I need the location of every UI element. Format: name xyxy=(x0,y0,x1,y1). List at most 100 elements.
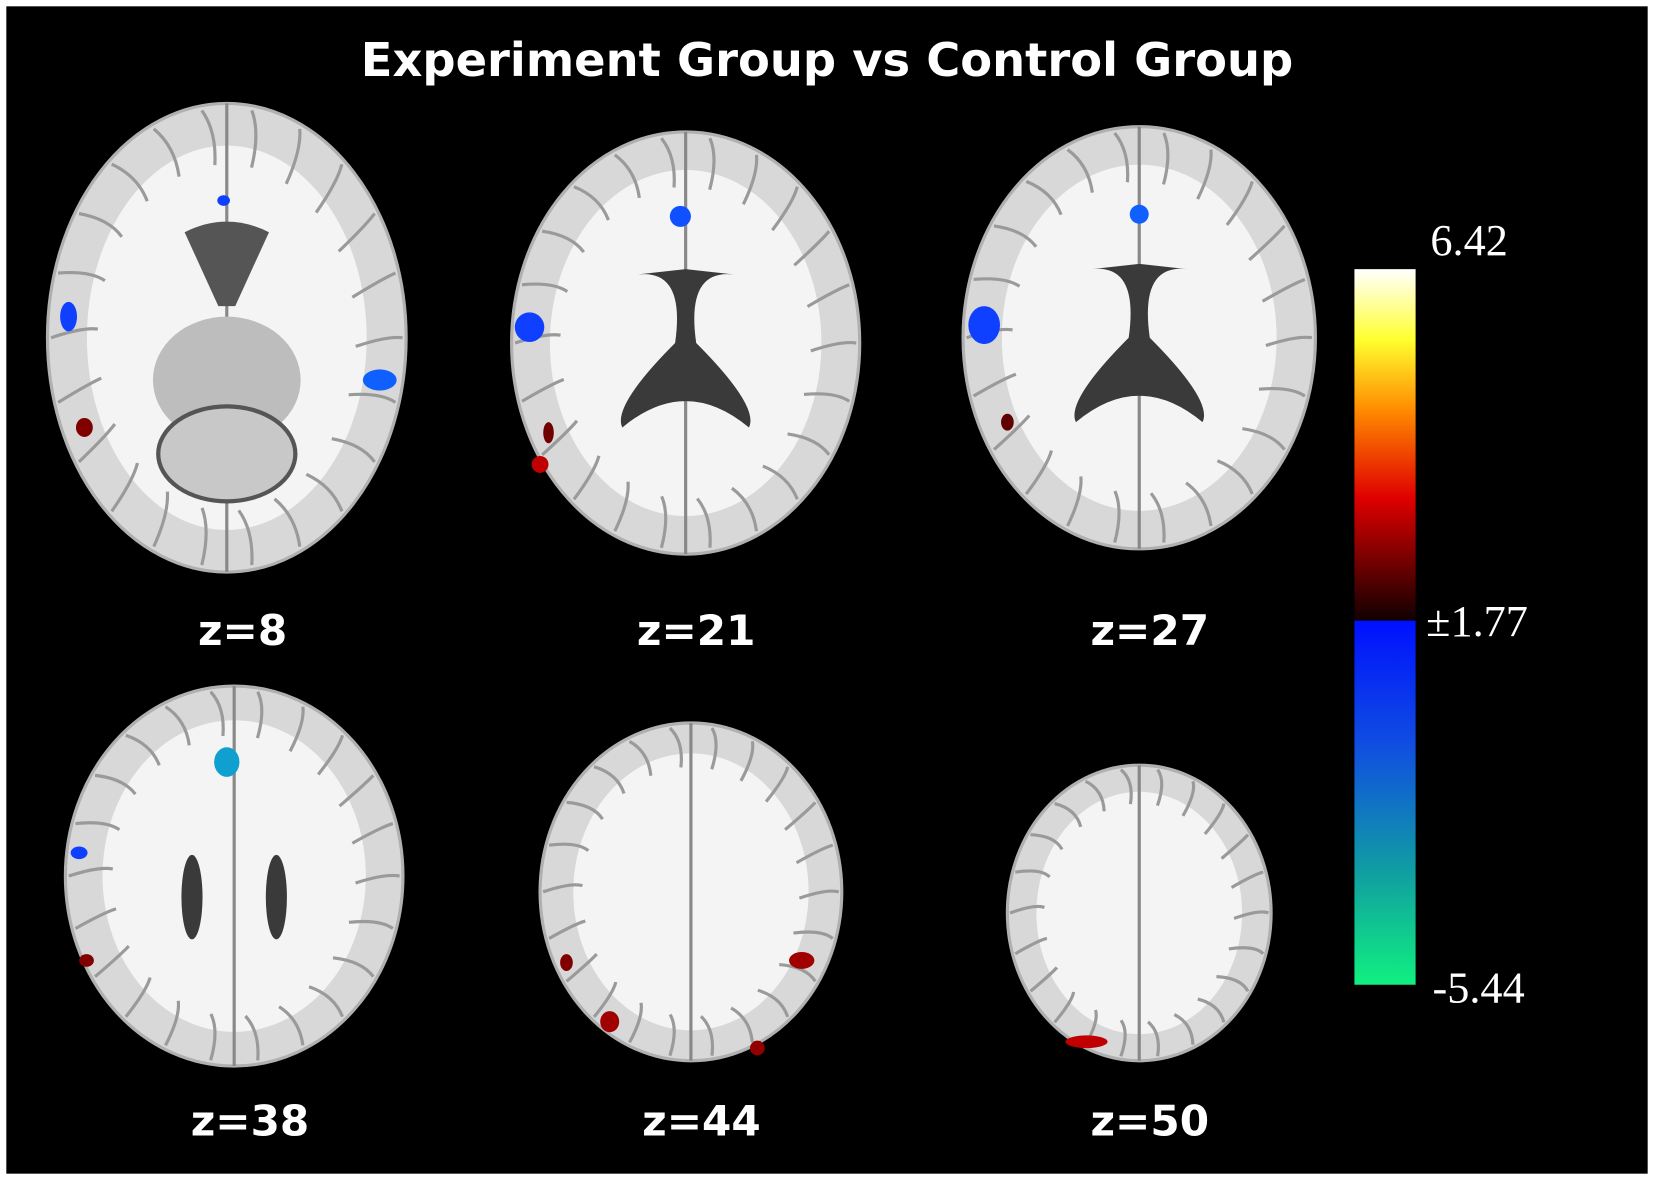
brain-slice: z=27 xyxy=(961,125,1317,655)
activation-cluster xyxy=(362,369,397,391)
ventricle xyxy=(1074,263,1205,423)
brain-slice: z=38 xyxy=(63,684,405,1146)
sulcus xyxy=(273,497,302,547)
activation-cluster xyxy=(70,846,88,860)
sulcus xyxy=(730,486,759,532)
sulcus xyxy=(209,1013,217,1061)
sulcus xyxy=(1181,780,1196,817)
sulcus xyxy=(355,873,400,885)
sulcus xyxy=(200,507,208,566)
sulcus xyxy=(1261,277,1306,303)
sulcus xyxy=(1216,459,1254,495)
sulcus xyxy=(331,437,376,463)
sulcus xyxy=(1029,966,1059,993)
activation-cluster xyxy=(560,954,573,972)
sulcus xyxy=(1197,997,1226,1023)
brain-slices: z=8 z=21 z=27 z=38 z=44 z=50 xyxy=(45,101,1317,1146)
cerebellum xyxy=(156,404,298,504)
activation-cluster xyxy=(1001,413,1014,431)
sulcus xyxy=(1149,492,1166,543)
activation-cluster xyxy=(531,455,549,473)
sulcus xyxy=(78,212,124,238)
activation-cluster xyxy=(968,306,1000,345)
sulcus xyxy=(514,333,561,345)
activation-cluster xyxy=(1065,1035,1108,1049)
sulcus xyxy=(1119,1019,1127,1057)
sulcus xyxy=(305,472,344,512)
colorbar-positive xyxy=(1354,269,1416,621)
sulcus xyxy=(1084,779,1106,812)
activation-cluster xyxy=(60,301,78,332)
sulcus xyxy=(58,270,106,282)
activation-cluster xyxy=(543,422,554,444)
sulcus xyxy=(200,109,217,166)
activation-cluster xyxy=(79,954,94,967)
sulcus xyxy=(1009,904,1046,915)
sulcus xyxy=(739,741,755,782)
activation-cluster xyxy=(217,195,230,206)
sulcus xyxy=(1113,490,1121,543)
sulcus xyxy=(110,462,140,513)
slice-label: z=21 xyxy=(637,606,756,655)
sulcus xyxy=(1162,132,1170,185)
sulcus xyxy=(1258,386,1306,398)
sulcus xyxy=(244,1014,260,1061)
sulcus xyxy=(94,944,130,978)
brain-slice: z=8 xyxy=(45,101,408,655)
sulcus xyxy=(803,392,851,403)
slice-label: z=44 xyxy=(642,1097,761,1146)
title: Experiment Group vs Control Group xyxy=(361,33,1293,87)
brain-slice: z=21 xyxy=(510,130,862,655)
sulcus xyxy=(764,766,790,803)
sulcus xyxy=(1155,768,1164,807)
sulcus xyxy=(332,956,375,978)
sulcus xyxy=(741,154,759,206)
sulcus xyxy=(659,495,668,549)
sulcus xyxy=(795,843,834,865)
sulcus xyxy=(77,423,117,464)
sulcus xyxy=(288,706,305,752)
sulcus xyxy=(152,491,170,548)
sulcus xyxy=(1146,1020,1160,1057)
sulcus xyxy=(573,185,610,221)
ventricle xyxy=(181,854,203,940)
sulcus xyxy=(793,930,834,940)
sulcus xyxy=(696,497,712,548)
sulcus xyxy=(284,128,302,185)
sulcus xyxy=(779,963,817,983)
sulcus xyxy=(1024,450,1054,496)
sulcus xyxy=(348,392,397,404)
sulcus xyxy=(125,733,161,766)
activation-cluster xyxy=(669,205,691,227)
sulcus xyxy=(164,1000,181,1047)
sulcus xyxy=(1230,870,1264,889)
sulcus xyxy=(521,282,569,293)
sulcus xyxy=(337,212,376,253)
sulcus xyxy=(355,335,403,348)
sulcus xyxy=(1119,768,1133,805)
sulcus xyxy=(668,726,683,768)
colorbar-negative xyxy=(1354,620,1416,985)
sulcus xyxy=(351,271,397,299)
activation-cluster xyxy=(75,417,93,437)
sulcus xyxy=(810,341,857,353)
sulcus xyxy=(348,919,394,930)
sulcus xyxy=(972,372,1017,398)
sulcus xyxy=(793,230,831,267)
sulcus xyxy=(278,1005,305,1046)
sulcus xyxy=(628,1002,643,1044)
sulcus xyxy=(542,883,583,894)
ventricle xyxy=(620,269,751,428)
activation-cluster xyxy=(1129,204,1149,224)
sulcus xyxy=(710,727,718,770)
sulcus xyxy=(1066,148,1094,193)
sulcus xyxy=(1216,975,1250,993)
sulcus xyxy=(762,464,799,500)
sulcus xyxy=(1173,1013,1195,1045)
slice-label: z=38 xyxy=(191,1097,310,1146)
ventricle xyxy=(265,854,287,940)
sulcus xyxy=(541,419,579,457)
colorbar-threshold: ±1.77 xyxy=(1426,597,1528,646)
